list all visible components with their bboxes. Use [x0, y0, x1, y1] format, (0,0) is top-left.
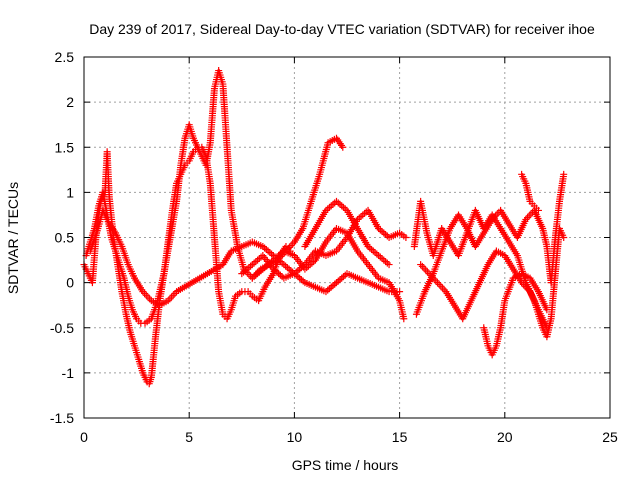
y-axis-title: SDTVAR / TECUs: [5, 182, 21, 294]
y-tick-label: -0.5: [50, 320, 74, 336]
y-tick-label: 2.5: [55, 49, 75, 65]
chart-title: Day 239 of 2017, Sidereal Day-to-day VTE…: [89, 21, 595, 37]
x-tick-label: 0: [80, 429, 88, 445]
data-point-marker: [339, 143, 347, 151]
x-axis-title: GPS time / hours: [292, 457, 399, 473]
y-tick-label: 1: [66, 184, 74, 200]
grid-lines: [84, 57, 610, 418]
x-tick-label: 25: [602, 429, 618, 445]
y-tick-label: 0.5: [55, 230, 75, 246]
data-markers: [80, 67, 568, 388]
y-tick-label: 1.5: [55, 139, 75, 155]
x-tick-label: 15: [392, 429, 408, 445]
data-point-marker: [543, 306, 551, 314]
y-tick-label: 0: [66, 275, 74, 291]
data-point-marker: [385, 261, 393, 269]
y-tick-label: 2: [66, 94, 74, 110]
data-point-marker: [560, 170, 568, 178]
data-point-marker: [396, 288, 404, 296]
y-tick-label: -1: [62, 365, 75, 381]
x-tick-label: 20: [497, 429, 513, 445]
x-tick-label: 10: [287, 429, 303, 445]
data-point-marker: [402, 234, 410, 241]
x-tick-label: 5: [185, 429, 193, 445]
data-point-marker: [534, 206, 542, 214]
data-point-marker: [543, 324, 551, 332]
y-tick-label: -1.5: [50, 410, 74, 426]
data-point-marker: [400, 315, 408, 323]
data-point-marker: [560, 234, 568, 241]
axis-ticks: 0 5 10 15 20 25 -1.5 -1 -0.5 0 0.5 1 1.5 2 2.5: [50, 49, 618, 445]
